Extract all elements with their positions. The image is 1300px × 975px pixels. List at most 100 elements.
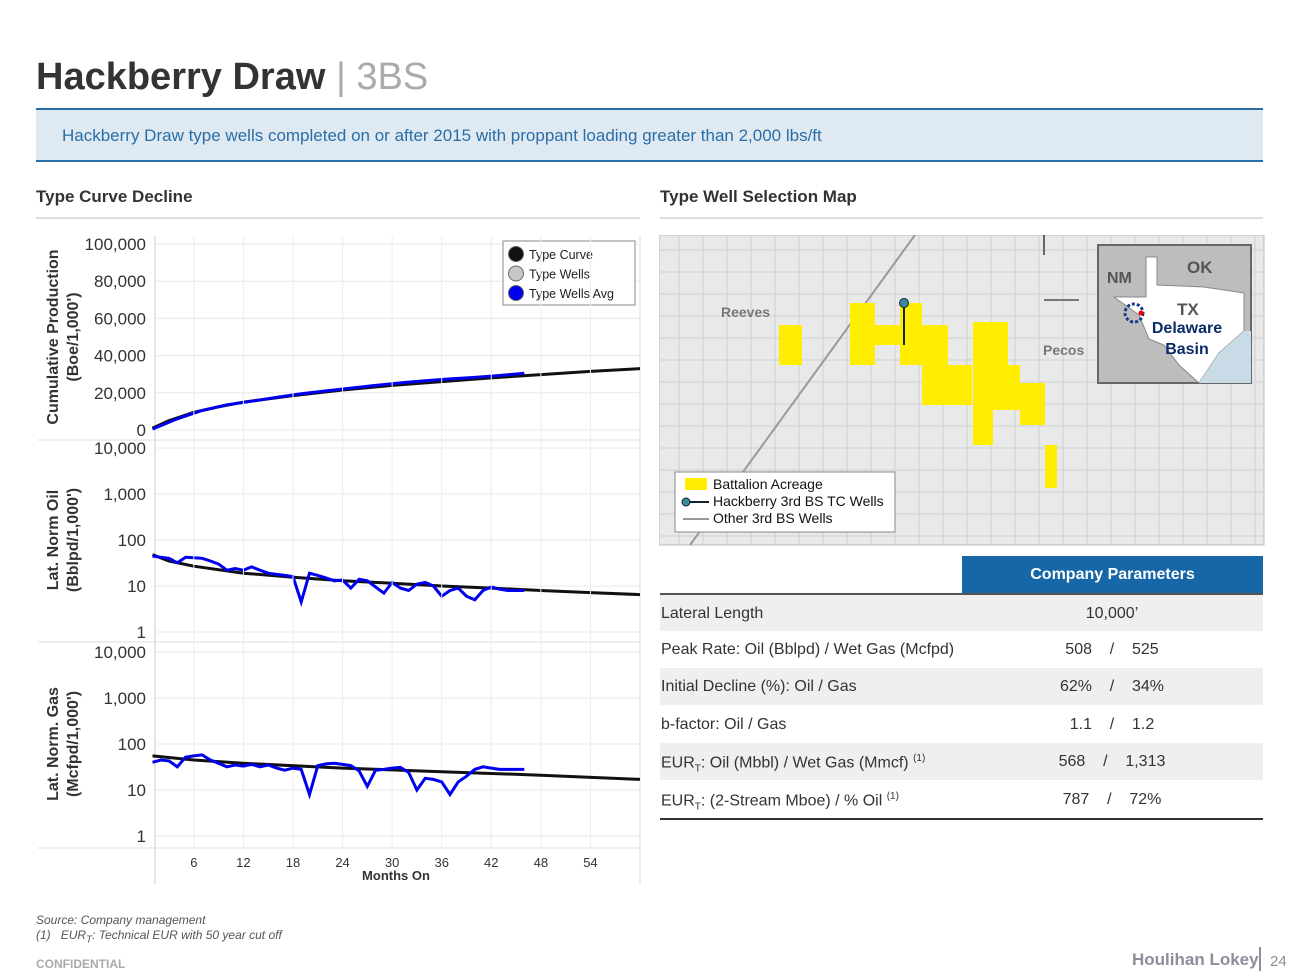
map-label: OK bbox=[1187, 258, 1213, 277]
row-value: 62% / 34% bbox=[1059, 678, 1165, 696]
x-tick-label: 42 bbox=[484, 855, 498, 870]
legend-label: Type Wells Avg bbox=[529, 287, 614, 301]
table-row: EURT: (2-Stream Mboe) / % Oil (1) 787 / 7… bbox=[660, 781, 1263, 820]
label-text: EUR bbox=[661, 754, 695, 772]
source: Source: Company management bbox=[36, 913, 206, 927]
legend-marker bbox=[508, 265, 524, 282]
map-label: Basin bbox=[1165, 341, 1209, 358]
banner: Hackberry Draw type wells completed on o… bbox=[36, 108, 1263, 162]
type-curve-chart: 0 20,000 40,000 60,000 80,000 100,000 Cumulati… bbox=[38, 235, 641, 884]
label-note: (1) bbox=[886, 791, 899, 802]
label-text: Peak Rate: Oil (Bblpd) / Wet Gas (Mcfpd) bbox=[661, 640, 955, 658]
divider bbox=[1259, 947, 1261, 971]
y-axis-label: Lat. Norm. Gas bbox=[45, 687, 62, 801]
title: Hackberry Draw bbox=[36, 56, 326, 98]
y-tick-label: 40,000 bbox=[94, 347, 146, 366]
y-tick-label: 1 bbox=[137, 623, 146, 642]
map-label: TX bbox=[1177, 300, 1199, 319]
row-label: EURT: Oil (Mbbl) / Wet Gas (Mmcf) (1) bbox=[661, 753, 925, 775]
x-tick-label: 54 bbox=[583, 855, 597, 870]
footnote-text: EUR bbox=[60, 928, 87, 942]
banner-text: Hackberry Draw type wells completed on o… bbox=[62, 126, 822, 145]
series-line bbox=[152, 554, 525, 608]
table-row: EURT: Oil (Mbbl) / Wet Gas (Mmcf) (1) 568… bbox=[660, 743, 1263, 781]
y-tick-label: 100 bbox=[118, 735, 146, 754]
y-axis-label: (Mcfpd/1,000') bbox=[65, 691, 82, 797]
footnote-text: : Technical EUR with 50 year cut off bbox=[92, 928, 282, 942]
row-label: Lateral Length bbox=[661, 605, 763, 623]
row-label: EURT: (2-Stream Mboe) / % Oil (1) bbox=[661, 791, 899, 813]
series-line bbox=[151, 367, 641, 430]
label-text: Initial Decline (%): Oil / Gas bbox=[661, 678, 857, 696]
x-tick-label: 12 bbox=[236, 855, 250, 870]
section-title: Type Curve Decline bbox=[36, 187, 640, 219]
label-text: EUR bbox=[661, 792, 695, 810]
legend-marker bbox=[508, 285, 524, 301]
y-tick-label: 20,000 bbox=[94, 384, 146, 403]
y-tick-label: 10,000 bbox=[94, 643, 146, 662]
map-legend-label: Battalion Acreage bbox=[713, 476, 823, 492]
label-text: Lateral Length bbox=[661, 605, 764, 622]
separator: | bbox=[335, 56, 346, 98]
row-value: 568 / 1,313 bbox=[1058, 753, 1166, 771]
legend-label: Type Wells bbox=[529, 268, 590, 282]
y-tick-label: 10 bbox=[127, 577, 146, 596]
x-tick-label: 30 bbox=[385, 855, 399, 870]
y-axis-label: Lat. Norm Oil bbox=[45, 490, 62, 590]
table-row: Lateral Length 10,000’ bbox=[660, 593, 1263, 632]
row-label: b-factor: Oil / Gas bbox=[661, 716, 786, 734]
series-line bbox=[152, 753, 525, 800]
header: Hackberry Draw | 3BS bbox=[36, 56, 428, 99]
row-value: 787 / 72% bbox=[1062, 791, 1162, 808]
y-tick-label: 80,000 bbox=[94, 272, 146, 291]
y-tick-label: 100,000 bbox=[85, 235, 146, 254]
label-sub: T bbox=[694, 801, 701, 813]
section-title: Type Well Selection Map bbox=[660, 187, 1263, 219]
map-legend-label: Hackberry 3rd BS TC Wells bbox=[713, 493, 884, 509]
map-label: Reeves bbox=[721, 304, 770, 320]
series-line bbox=[152, 754, 641, 781]
logo: Houlihan Lokey bbox=[1132, 950, 1259, 969]
y-axis-label: (Bblpd/1,000') bbox=[65, 488, 82, 592]
label-note: (1) bbox=[913, 753, 926, 765]
table-row: Initial Decline (%): Oil / Gas 62% / 34% bbox=[660, 668, 1263, 706]
row-label: Initial Decline (%): Oil / Gas bbox=[661, 678, 857, 696]
subtitle: 3BS bbox=[356, 56, 429, 98]
footnote-num: (1) bbox=[36, 928, 51, 942]
x-tick-label: 6 bbox=[190, 855, 197, 870]
y-tick-label: 10 bbox=[127, 781, 146, 800]
label-text: b-factor: Oil / Gas bbox=[661, 715, 787, 733]
label-text: : (2-Stream Mboe) / % Oil bbox=[700, 792, 883, 810]
table-row: Peak Rate: Oil (Bblpd) / Wet Gas (Mcfpd)… bbox=[660, 630, 1263, 668]
map-label: Delaware bbox=[1152, 320, 1222, 337]
label-text: : Oil (Mbbl) / Wet Gas (Mmcf) bbox=[700, 754, 909, 772]
series-line bbox=[151, 371, 525, 431]
x-tick-label: 36 bbox=[434, 855, 448, 870]
map-legend-label: Other 3rd BS Wells bbox=[713, 510, 833, 526]
y-tick-label: 10,000 bbox=[94, 439, 146, 458]
y-tick-label: 60,000 bbox=[94, 309, 146, 328]
page-number: 24 bbox=[1270, 953, 1287, 970]
footnote: (1) EURT: Technical EUR with 50 year cut… bbox=[36, 928, 282, 945]
label-sub: T bbox=[694, 763, 701, 775]
row-value: 10,000’ bbox=[1085, 605, 1139, 622]
x-axis-label: Months On bbox=[362, 868, 430, 883]
footnote-sub: T bbox=[86, 934, 93, 946]
row-label: Peak Rate: Oil (Bblpd) / Wet Gas (Mcfpd) bbox=[661, 641, 954, 659]
row-value: 508 / 525 bbox=[1065, 640, 1159, 658]
y-axis-label: (Boe/1,000') bbox=[65, 292, 82, 381]
table-row: b-factor: Oil / Gas 1.1 / 1.2 bbox=[660, 705, 1263, 743]
legend-box bbox=[502, 240, 636, 306]
legend-label: Type Curve bbox=[529, 248, 593, 262]
x-tick-label: 18 bbox=[286, 855, 300, 870]
x-tick-label: 24 bbox=[335, 855, 349, 870]
confidential: CONFIDENTIAL bbox=[36, 957, 126, 971]
y-axis-label: Cumulative Production bbox=[45, 249, 62, 424]
y-tick-label: 100 bbox=[118, 531, 146, 550]
map-label: Pecos bbox=[1043, 342, 1084, 358]
x-tick-label: 48 bbox=[534, 855, 548, 870]
table-header: Company Parameters bbox=[962, 556, 1263, 593]
series-line bbox=[151, 553, 641, 597]
y-tick-label: 1 bbox=[137, 827, 146, 846]
